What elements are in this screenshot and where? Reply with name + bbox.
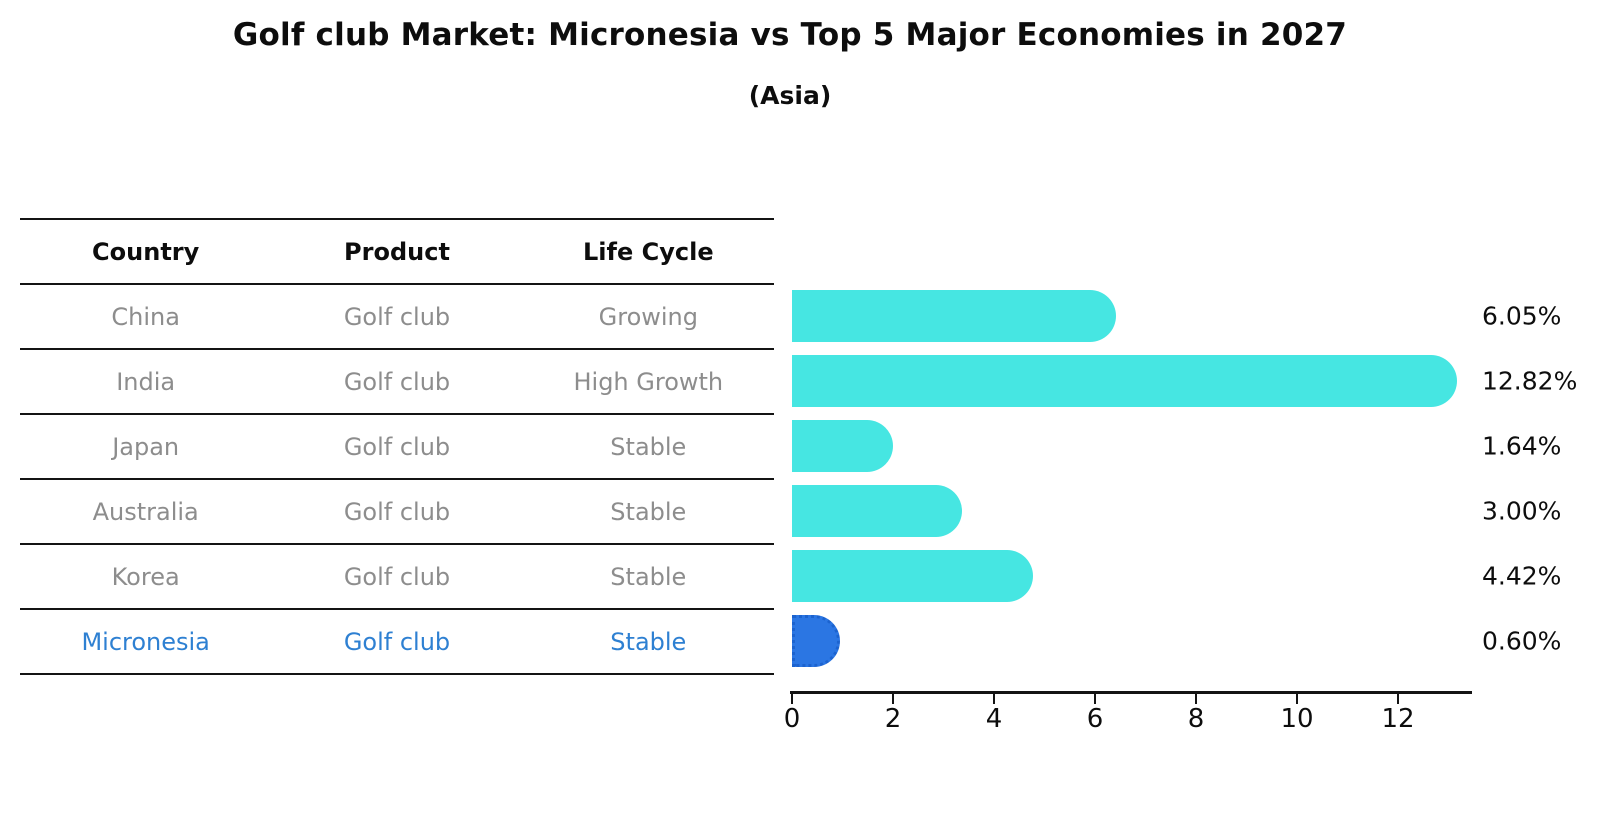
- x-tick-label-12: 12: [1381, 704, 1415, 734]
- cell-lifecycle: High Growth: [573, 367, 724, 396]
- table-row-korea: Korea Golf club Stable: [20, 543, 774, 608]
- cell-lifecycle: Stable: [610, 432, 687, 461]
- cell-lifecycle: Stable: [610, 562, 687, 591]
- x-tick-label-8: 8: [1187, 704, 1205, 734]
- value-label-china: 6.05%: [1482, 301, 1562, 330]
- x-tick-0: [791, 694, 793, 704]
- cell-country: Korea: [111, 562, 180, 591]
- x-tick-label-6: 6: [1086, 704, 1104, 734]
- table-row-china: China Golf club Growing: [20, 283, 774, 348]
- col-header-country: Country: [92, 237, 200, 266]
- cell-lifecycle: Growing: [598, 302, 698, 331]
- country-table: Country Product Life Cycle China Golf cl…: [20, 218, 774, 675]
- cell-product: Golf club: [343, 432, 451, 461]
- cell-lifecycle: Stable: [610, 497, 687, 526]
- cell-country: Australia: [92, 497, 199, 526]
- table-header-row: Country Product Life Cycle: [20, 218, 774, 283]
- value-label-australia: 3.00%: [1482, 496, 1562, 525]
- table-row-japan: Japan Golf club Stable: [20, 413, 774, 478]
- cell-country: China: [111, 302, 180, 331]
- cell-country: Micronesia: [81, 627, 210, 656]
- x-tick-12: [1397, 694, 1399, 704]
- value-label-india: 12.82%: [1482, 366, 1578, 395]
- bar-india: [792, 354, 1458, 407]
- x-tick-label-10: 10: [1280, 704, 1314, 734]
- value-label-japan: 1.64%: [1482, 431, 1562, 460]
- bar-china: [792, 289, 1116, 342]
- col-header-product: Product: [344, 237, 450, 266]
- bar-japan: [792, 419, 893, 472]
- x-tick-6: [1094, 694, 1096, 704]
- col-header-lifecycle: Life Cycle: [583, 237, 714, 266]
- cell-product: Golf club: [343, 367, 451, 396]
- chart-title: Golf club Market: Micronesia vs Top 5 Ma…: [232, 17, 1348, 53]
- cell-product: Golf club: [343, 302, 451, 331]
- table-row-india: India Golf club High Growth: [20, 348, 774, 413]
- chart-subtitle: (Asia): [748, 81, 832, 110]
- cell-product: Golf club: [343, 562, 451, 591]
- cell-product: Golf club: [343, 627, 451, 656]
- cell-product: Golf club: [343, 497, 451, 526]
- value-label-korea: 4.42%: [1482, 561, 1562, 590]
- x-axis-line: [790, 691, 1472, 694]
- bar-australia: [792, 484, 962, 537]
- bar-micronesia: [792, 614, 841, 667]
- x-tick-label-0: 0: [783, 704, 801, 734]
- cell-lifecycle: Stable: [610, 627, 687, 656]
- table-row-australia: Australia Golf club Stable: [20, 478, 774, 543]
- value-label-micronesia: 0.60%: [1482, 626, 1562, 655]
- x-tick-2: [892, 694, 894, 704]
- x-tick-8: [1195, 694, 1197, 704]
- x-tick-10: [1296, 694, 1298, 704]
- bar-korea: [792, 549, 1034, 602]
- x-tick-label-2: 2: [884, 704, 902, 734]
- cell-country: Japan: [112, 432, 180, 461]
- x-tick-label-4: 4: [985, 704, 1003, 734]
- x-tick-4: [993, 694, 995, 704]
- table-row-micronesia: Micronesia Golf club Stable: [20, 608, 774, 673]
- cell-country: India: [116, 367, 176, 396]
